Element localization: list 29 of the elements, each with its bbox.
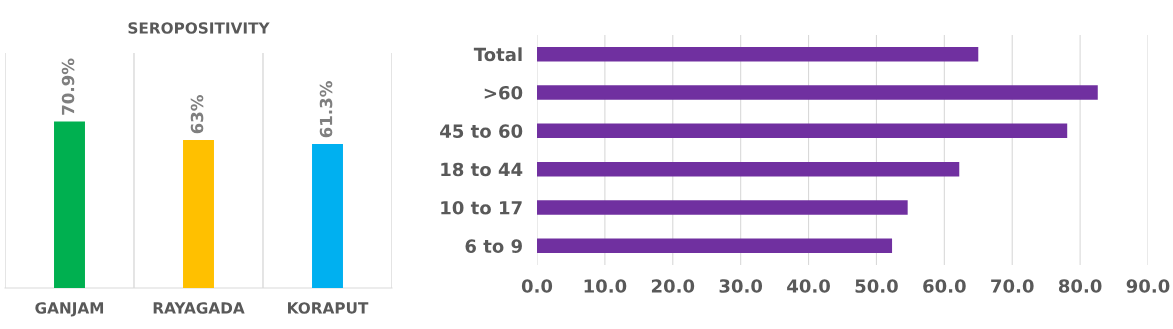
- bar: [537, 161, 960, 177]
- y-tick-label: >60: [484, 85, 523, 100]
- x-tick-label: 30.0: [719, 279, 763, 293]
- x-tick-label: KORAPUT: [288, 302, 369, 314]
- x-tick-label: 40.0: [787, 279, 830, 293]
- data-label: 70.9%: [61, 58, 75, 115]
- y-tick-label: 6 to 9: [465, 239, 522, 253]
- x-tick-label: 50.0: [855, 279, 898, 293]
- y-tick-label: 10 to 17: [441, 200, 522, 215]
- data-label: 61.3%: [319, 81, 333, 138]
- x-tick-label: 70.0: [991, 279, 1034, 293]
- bar: [537, 200, 908, 215]
- y-tick-label: 18 to 44: [441, 162, 523, 177]
- x-tick-label: GANJAM: [35, 302, 104, 317]
- y-tick-label: Total: [473, 47, 522, 62]
- bar: [537, 46, 979, 62]
- chart-title: SEROPOSITIVITY: [128, 22, 270, 34]
- x-tick-label: 80.0: [1058, 279, 1102, 293]
- x-tick-label: 0.0: [521, 279, 553, 293]
- data-label: 63%: [190, 95, 204, 134]
- bar: [537, 238, 893, 254]
- bar: [537, 123, 1068, 139]
- x-tick-label: 20.0: [651, 279, 695, 293]
- x-tick-label: 90.0: [1126, 279, 1170, 293]
- x-tick-label: 10.0: [584, 279, 627, 293]
- y-tick-label: 45 to 60: [440, 124, 523, 138]
- bar: [537, 85, 1098, 100]
- x-tick-label: 60.0: [923, 279, 966, 293]
- x-tick-label: RAYAGADA: [153, 302, 245, 314]
